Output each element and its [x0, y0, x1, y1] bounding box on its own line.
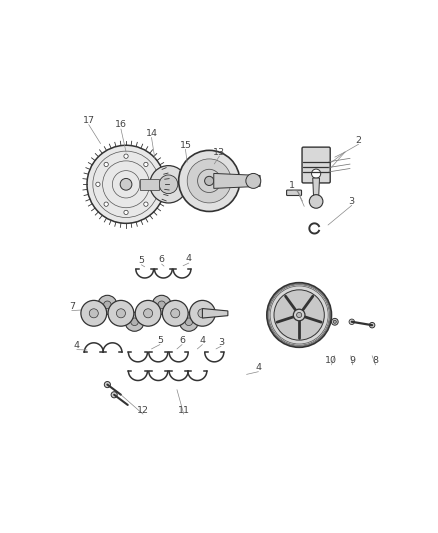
- Circle shape: [96, 182, 100, 187]
- Text: 15: 15: [180, 141, 191, 150]
- Text: 6: 6: [179, 336, 185, 345]
- Text: 4: 4: [255, 363, 261, 372]
- Circle shape: [311, 169, 321, 178]
- Circle shape: [187, 159, 231, 203]
- Circle shape: [162, 301, 188, 326]
- Circle shape: [198, 309, 207, 318]
- Circle shape: [89, 309, 98, 318]
- Text: 14: 14: [145, 129, 158, 138]
- Circle shape: [103, 301, 111, 309]
- Text: 16: 16: [115, 120, 127, 130]
- Circle shape: [117, 309, 125, 318]
- Circle shape: [179, 312, 198, 332]
- Circle shape: [144, 162, 148, 167]
- Text: 3: 3: [218, 337, 224, 346]
- Polygon shape: [142, 300, 168, 318]
- Text: 9: 9: [350, 357, 356, 365]
- Polygon shape: [88, 300, 113, 318]
- Polygon shape: [101, 300, 127, 318]
- Circle shape: [332, 318, 338, 325]
- Circle shape: [190, 301, 215, 326]
- Circle shape: [333, 320, 336, 324]
- Circle shape: [124, 210, 128, 215]
- Circle shape: [125, 312, 144, 332]
- Circle shape: [111, 392, 117, 398]
- Text: 4: 4: [199, 336, 205, 345]
- Circle shape: [158, 301, 166, 309]
- Circle shape: [124, 154, 128, 158]
- Circle shape: [135, 301, 161, 326]
- Circle shape: [104, 162, 108, 167]
- Circle shape: [87, 146, 165, 223]
- Circle shape: [120, 179, 132, 190]
- Polygon shape: [115, 308, 141, 327]
- FancyBboxPatch shape: [302, 147, 330, 183]
- Text: 8: 8: [373, 357, 378, 365]
- Circle shape: [152, 295, 171, 314]
- Text: 2: 2: [356, 136, 361, 144]
- Text: 11: 11: [178, 406, 190, 415]
- Polygon shape: [169, 308, 195, 327]
- Polygon shape: [183, 308, 208, 327]
- Polygon shape: [155, 300, 181, 318]
- Circle shape: [104, 382, 110, 387]
- Circle shape: [297, 312, 302, 318]
- Circle shape: [108, 301, 134, 326]
- Polygon shape: [140, 179, 159, 190]
- Text: 10: 10: [325, 357, 337, 365]
- Circle shape: [131, 318, 138, 326]
- Circle shape: [159, 175, 178, 193]
- Polygon shape: [128, 308, 154, 327]
- Circle shape: [267, 282, 332, 347]
- Polygon shape: [214, 173, 260, 188]
- Circle shape: [185, 318, 193, 326]
- Circle shape: [369, 322, 375, 328]
- Circle shape: [81, 301, 107, 326]
- Circle shape: [205, 176, 214, 185]
- Circle shape: [309, 195, 323, 208]
- Circle shape: [144, 202, 148, 206]
- Circle shape: [274, 290, 324, 340]
- Text: 13: 13: [213, 148, 226, 157]
- Text: 4: 4: [74, 341, 80, 350]
- Text: 17: 17: [83, 116, 95, 125]
- Text: 6: 6: [159, 255, 165, 264]
- Text: 5: 5: [157, 336, 163, 345]
- Text: 12: 12: [137, 406, 149, 415]
- Circle shape: [144, 309, 152, 318]
- Polygon shape: [202, 309, 228, 318]
- Text: 3: 3: [349, 197, 355, 206]
- Circle shape: [293, 309, 305, 321]
- Text: 5: 5: [138, 256, 144, 265]
- Text: 4: 4: [186, 254, 192, 263]
- Circle shape: [150, 166, 187, 203]
- Circle shape: [104, 202, 108, 206]
- FancyBboxPatch shape: [286, 190, 301, 196]
- Circle shape: [349, 319, 354, 325]
- Circle shape: [171, 309, 180, 318]
- Circle shape: [179, 150, 240, 212]
- Text: 1: 1: [290, 182, 295, 190]
- Text: 7: 7: [69, 302, 75, 311]
- Circle shape: [98, 295, 117, 314]
- Circle shape: [152, 182, 156, 187]
- Polygon shape: [313, 178, 320, 201]
- Circle shape: [246, 173, 261, 188]
